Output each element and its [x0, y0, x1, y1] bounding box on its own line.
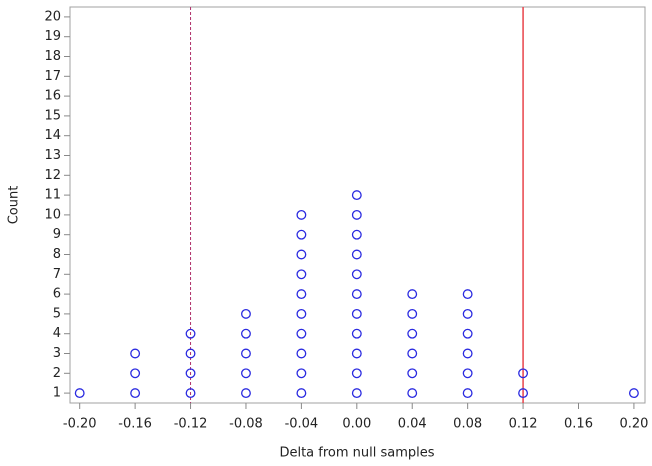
dot — [407, 308, 418, 319]
x-tick-label: 0.20 — [619, 417, 648, 432]
y-tick-label: 10 — [44, 207, 61, 222]
plot-frame — [69, 6, 646, 404]
y-tick-label: 13 — [44, 148, 61, 163]
x-tick-label: -0.08 — [229, 417, 263, 432]
x-tick-label: -0.20 — [63, 417, 97, 432]
y-tick-label: 17 — [44, 69, 61, 84]
x-axis-label: Delta from null samples — [279, 446, 434, 461]
dot — [462, 368, 473, 379]
dot — [351, 249, 362, 260]
dot — [185, 388, 196, 399]
dot — [407, 289, 418, 300]
dot — [241, 368, 251, 379]
dot — [296, 229, 307, 240]
y-tick-label: 14 — [44, 128, 61, 143]
y-tick-label: 1 — [53, 386, 61, 401]
y-tick-label: 18 — [44, 49, 61, 64]
y-tick-label: 9 — [53, 227, 61, 242]
dot — [462, 328, 473, 339]
dot — [296, 269, 307, 280]
x-tick-label: -0.04 — [285, 417, 319, 432]
y-tick-label: 20 — [44, 9, 61, 24]
dot — [296, 209, 307, 220]
x-tick-label: 0.16 — [564, 417, 593, 432]
dot — [351, 269, 362, 280]
y-tick-label: 12 — [44, 168, 61, 183]
dot — [241, 388, 251, 399]
dot — [296, 348, 307, 359]
y-tick-label: 11 — [44, 188, 61, 203]
x-tick-label: 0.12 — [509, 417, 538, 432]
dot — [351, 229, 362, 240]
dot — [407, 368, 418, 379]
y-tick-label: 8 — [53, 247, 61, 262]
dot — [518, 388, 529, 399]
dot — [628, 388, 639, 399]
dot — [130, 348, 141, 359]
y-tick-label: 2 — [53, 366, 61, 381]
y-tick-label: 6 — [53, 287, 61, 302]
dot — [462, 348, 473, 359]
y-tick-label: 4 — [53, 326, 61, 341]
y-tick-label: 3 — [53, 346, 61, 361]
dot — [130, 388, 141, 399]
dot — [130, 368, 141, 379]
dot — [296, 289, 307, 300]
y-tick-label: 7 — [53, 267, 61, 282]
dot — [351, 388, 362, 399]
x-tick-label: 0.00 — [342, 417, 371, 432]
dot — [241, 308, 251, 319]
dot — [241, 328, 251, 339]
x-tick-label: -0.16 — [118, 417, 152, 432]
dot — [296, 368, 307, 379]
dot — [74, 388, 85, 399]
dot — [407, 328, 418, 339]
dot — [351, 190, 362, 201]
y-tick-label: 15 — [44, 108, 61, 123]
dot — [351, 328, 362, 339]
y-tick-label: 5 — [53, 306, 61, 321]
dot — [351, 289, 362, 300]
x-tick-label: 0.08 — [453, 417, 482, 432]
y-axis-label: Count — [7, 186, 22, 225]
dot — [241, 348, 251, 359]
x-tick-label: 0.04 — [398, 417, 427, 432]
dot — [185, 348, 196, 359]
dot — [296, 328, 307, 339]
dot — [407, 388, 418, 399]
y-tick-label: 19 — [44, 29, 61, 44]
dot — [407, 348, 418, 359]
dot — [185, 328, 196, 339]
dot — [462, 308, 473, 319]
dot — [351, 368, 362, 379]
dot — [296, 308, 307, 319]
dot — [296, 249, 307, 260]
dot — [462, 289, 473, 300]
dot — [351, 209, 362, 220]
dot — [296, 388, 307, 399]
dot — [351, 308, 362, 319]
y-tick-label: 16 — [44, 89, 61, 104]
x-tick-label: -0.12 — [174, 417, 208, 432]
dot — [351, 348, 362, 359]
dot — [462, 388, 473, 399]
dot — [185, 368, 196, 379]
dot — [518, 368, 529, 379]
